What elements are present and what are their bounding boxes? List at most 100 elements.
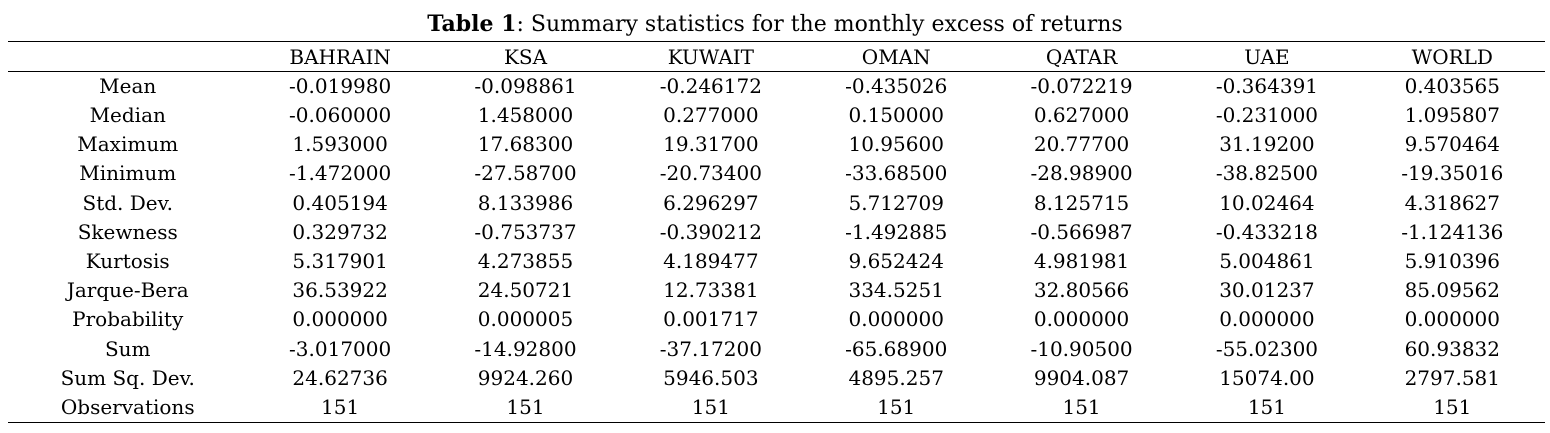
table-cell: 151 [988,392,1175,423]
table-cell: 19.31700 [663,132,759,157]
table-cell: 9904.087 [1033,365,1130,390]
table-cell: -0.098861 [474,74,577,98]
table-row: Minimum -1.472000 -27.58700 -20.73400 -33.68… [8,159,1545,188]
header-cell-world: WORLD [1359,41,1545,72]
table-cell: 31.19200 [1219,132,1315,157]
table-cell: -0.390212 [659,219,762,244]
table-cell: 5.910396 [1404,249,1501,274]
table-cell: 5946.503 [663,365,759,390]
header-cell-oman: OMAN [803,41,989,72]
table-cell: 4.318627 [1404,190,1501,215]
header-cell-qatar: QATAR [988,41,1175,72]
summary-statistics-table: BAHRAIN KSA KUWAIT OMAN QATAR UAE WORLD … [8,41,1545,423]
table-cell: 9.570464 [1404,132,1501,157]
table-cell: 0.627000 [1033,103,1130,128]
table-cell: 5.712709 [848,190,944,215]
table-cell: 151 [432,392,619,423]
row-label-cell: Sum Sq. Dev. [60,365,195,390]
table-cell: 0.277000 [663,103,759,128]
row-label-cell: Observations [8,392,248,423]
table-cell: -0.231000 [1215,103,1319,128]
table-cell: 151 [803,392,989,423]
table-cell: -10.90500 [1030,336,1133,361]
table-cell: 10.95600 [848,132,944,157]
table-cell: -27.58700 [474,161,577,186]
table-cell: 24.50721 [477,278,574,303]
table-cell: 0.000000 [1404,307,1501,332]
table-cell: 9924.260 [477,365,574,390]
table-cell: -14.92800 [474,336,577,361]
table-cell: 20.77700 [1033,132,1130,157]
table-cell: -55.02300 [1215,336,1319,361]
table-row: Kurtosis 5.317901 4.273855 4.189477 9.652424… [8,247,1545,276]
table-header-row: BAHRAIN KSA KUWAIT OMAN QATAR UAE WORLD [8,41,1545,72]
table-cell: -37.17200 [659,336,762,361]
table-body: Mean -0.019980 -0.098861 -0.246172 -0.435026… [8,72,1545,423]
table-row: Std. Dev. 0.405194 8.133986 6.296297 5.71270… [8,189,1545,218]
table-cell: 1.095807 [1404,103,1501,128]
table-cell: -1.472000 [289,161,392,186]
row-label-cell: Probability [72,307,184,332]
table-cell: -1.492885 [845,219,948,244]
table-cell: 151 [618,392,804,423]
table-cell: -65.68900 [845,336,948,361]
table-row: Median -0.060000 1.458000 0.277000 0.150000 0… [8,101,1545,130]
table-cell: 17.68300 [477,132,574,157]
table-caption-text: : Summary statistics for the monthly exc… [516,12,1123,37]
table-cell: -0.019980 [289,74,392,98]
table-row: Observations 151 151 151 151 151 151 151 [8,392,1545,423]
table-cell: -33.68500 [845,161,948,186]
header-cell-stub [8,41,248,72]
header-cell-kuwait: KUWAIT [618,41,804,72]
table-cell: 0.000000 [1033,307,1130,332]
table-cell: 1.593000 [292,132,388,157]
row-label-cell: Kurtosis [85,249,170,274]
table-cell: -28.98900 [1030,161,1133,186]
table-cell: -20.73400 [659,161,762,186]
table-cell: 8.125715 [1033,190,1130,215]
table-cell: 4895.257 [848,365,944,390]
row-label-cell: Maximum [77,132,179,157]
table-cell: 5.004861 [1219,249,1315,274]
table-cell: 30.01237 [1219,278,1315,303]
row-label-cell: Sum [104,336,151,361]
table-cell: -3.017000 [289,336,392,361]
table-cell: 151 [247,392,433,423]
row-label-cell: Mean [99,74,157,98]
table-cell: -0.246172 [659,74,762,98]
header-cell-bahrain: BAHRAIN [247,41,433,72]
table-cell: 1.458000 [477,103,574,128]
table-cell: 0.000000 [848,307,944,332]
table-cell: 151 [1359,392,1545,423]
table-cell: 334.5251 [848,278,944,303]
table-caption: Table 1: Summary statistics for the mont… [0,10,1550,39]
table-row: Jarque-Bera 36.53922 24.50721 12.73381 334.5… [8,276,1545,305]
table-cell: -0.433218 [1215,219,1319,244]
row-label-cell: Jarque-Bera [66,278,189,303]
table-cell: 12.73381 [663,278,759,303]
table-cell: 0.329732 [292,219,388,244]
table-cell: 4.981981 [1033,249,1130,274]
table-row: Mean -0.019980 -0.098861 -0.246172 -0.435026… [8,72,1545,102]
header-cell-uae: UAE [1174,41,1360,72]
row-label-cell: Minimum [79,161,177,186]
table-cell: 24.62736 [292,365,388,390]
table-cell: 6.296297 [663,190,759,215]
table-row: Sum -3.017000 -14.92800 -37.17200 -65.68900 -… [8,335,1545,364]
table-cell: 0.001717 [663,307,759,332]
table-cell: 15074.00 [1219,365,1315,390]
table-cell: 151 [1174,392,1360,423]
row-label-cell: Std. Dev. [82,190,173,215]
table-caption-label: Table 1 [427,11,517,37]
table-cell: -0.060000 [289,103,392,128]
row-label-cell: Skewness [77,219,178,244]
header-cell-ksa: KSA [432,41,619,72]
table-cell: 0.405194 [292,190,388,215]
table-cell: 10.02464 [1219,190,1315,215]
table-cell: -0.072219 [1030,74,1133,98]
table-cell: 36.53922 [292,278,388,303]
table-cell: 0.000000 [292,307,388,332]
table-row: Maximum 1.593000 17.68300 19.31700 10.95600 2… [8,130,1545,159]
table-cell: -0.753737 [474,219,577,244]
